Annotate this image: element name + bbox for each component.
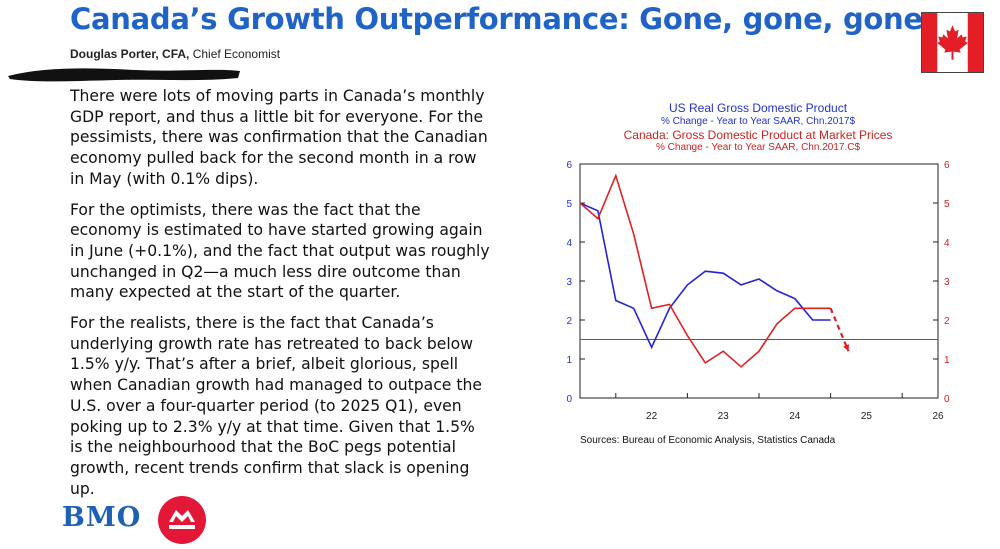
- author-role: Chief Economist: [192, 47, 281, 61]
- y-tick-label-right: 5: [944, 199, 950, 210]
- paragraph-2: For the optimists, there was the fact th…: [70, 200, 490, 302]
- y-tick-label-right: 1: [944, 355, 950, 366]
- author-name: Douglas Porter, CFA,: [70, 47, 190, 61]
- canada-trend-dashed-line: [829, 307, 850, 352]
- y-tick-label-left: 0: [566, 394, 572, 405]
- chart-source: Sources: Bureau of Economic Analysis, St…: [580, 435, 836, 446]
- redaction-scribble: [8, 68, 240, 82]
- y-tick-label-left: 1: [566, 355, 572, 366]
- trend-arrow-head: [843, 344, 850, 352]
- canada-flag-icon: [921, 12, 984, 73]
- y-tick-label-right: 4: [944, 238, 950, 249]
- gdp-chart: US Real Gross Domestic Product % Change …: [566, 101, 950, 446]
- y-tick-label-left: 6: [566, 160, 572, 171]
- y-tick-label-right: 2: [944, 316, 950, 327]
- x-tick-label: 22: [646, 411, 658, 422]
- x-tick-label: 26: [932, 411, 944, 422]
- page-title: Canada’s Growth Outperformance: Gone, go…: [70, 2, 923, 36]
- y-tick-label-right: 0: [944, 394, 950, 405]
- article-body: There were lots of moving parts in Canad…: [70, 86, 490, 509]
- canada-gdp-line: [579, 173, 831, 368]
- chart-subtitle-canada: % Change - Year to Year SAAR, Chn.2017.C…: [656, 142, 860, 153]
- bmo-roundel-icon: [158, 496, 206, 544]
- x-tick-label: 24: [789, 411, 801, 422]
- bmo-logo-text: BMO: [62, 502, 142, 533]
- author-line: Douglas Porter, CFA, Chief Economist: [70, 47, 280, 61]
- y-tick-label-left: 4: [566, 238, 572, 249]
- y-tick-label-left: 5: [566, 199, 572, 210]
- paragraph-3: For the realists, there is the fact that…: [70, 314, 482, 498]
- plot-frame: [579, 163, 939, 399]
- paragraph-1: There were lots of moving parts in Canad…: [70, 87, 488, 188]
- chart-title-canada: Canada: Gross Domestic Product at Market…: [624, 128, 893, 142]
- y-tick-label-right: 6: [944, 160, 950, 171]
- y-tick-label-left: 2: [566, 316, 572, 327]
- chart-subtitle-us: % Change - Year to Year SAAR, Chn.2017$: [661, 116, 855, 127]
- x-tick-label: 25: [861, 411, 873, 422]
- x-tick-label: 23: [718, 411, 730, 422]
- y-tick-label-left: 3: [566, 277, 572, 288]
- y-tick-label-right: 3: [944, 277, 950, 288]
- chart-title-us: US Real Gross Domestic Product: [669, 101, 848, 115]
- us-gdp-line: [579, 202, 831, 350]
